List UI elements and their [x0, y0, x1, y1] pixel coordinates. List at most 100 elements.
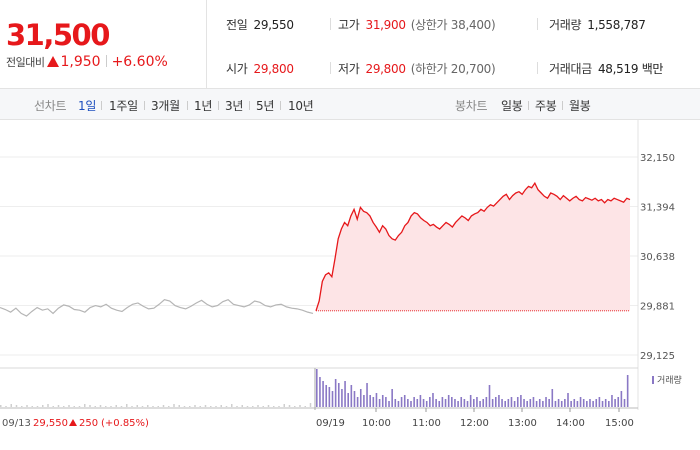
volume-bar	[120, 406, 123, 407]
volume-bar	[617, 397, 620, 407]
y-tick-label: 30,638	[640, 252, 675, 263]
candle-tab-monthly[interactable]: 월봉	[569, 99, 591, 113]
volume-bar	[582, 399, 585, 407]
candle-tab-daily[interactable]: 일봉	[501, 99, 523, 113]
volume-bar	[325, 385, 328, 407]
volume-bar	[457, 401, 459, 407]
volume-bar	[535, 401, 538, 407]
volume-bar	[554, 401, 557, 407]
period-tab-1d[interactable]: 1일	[78, 99, 97, 113]
volume-bar	[99, 405, 102, 407]
period-tab-3m[interactable]: 3개월	[151, 99, 180, 113]
volume-bar	[63, 406, 65, 407]
line-chart-label: 선차트	[34, 99, 67, 113]
divider	[330, 62, 331, 74]
volume-bar	[564, 399, 566, 407]
volume-bar	[598, 397, 601, 407]
volume-bar	[589, 399, 591, 407]
volume-bar	[273, 406, 275, 407]
period-tab-1y[interactable]: 1년	[194, 99, 213, 113]
volume-bar	[601, 401, 604, 407]
volume-bar	[363, 395, 365, 407]
volume-bar	[372, 397, 375, 407]
period-tab-10y[interactable]: 10년	[288, 99, 314, 113]
volume-bar	[162, 405, 165, 407]
volume-bar	[576, 401, 579, 407]
volume-bar	[84, 404, 86, 407]
x-tick-label: 11:00	[412, 418, 441, 429]
divider	[528, 101, 529, 110]
volume-bar	[366, 383, 368, 407]
y-axis-ticks: 32,150 31,394 30,638 29,881 29,125	[640, 153, 675, 362]
volume-bar	[299, 405, 301, 407]
volume-bar	[157, 406, 159, 407]
volume-bar	[178, 405, 180, 407]
period-tab-3y[interactable]: 3년	[225, 99, 244, 113]
high-price: 고가 31,900 (상한가 38,400)	[338, 16, 496, 33]
volume-bar	[115, 405, 117, 407]
volume-bar	[5, 406, 7, 407]
open-value: 29,800	[253, 62, 294, 76]
volume-bar	[611, 395, 613, 407]
y-tick-label: 31,394	[640, 203, 675, 214]
volume-bar	[491, 399, 494, 407]
volume-bar	[57, 405, 60, 407]
volume-bar	[385, 397, 387, 407]
change-value: 1,950	[60, 54, 101, 70]
divider	[280, 101, 281, 110]
volume-bar	[425, 401, 428, 407]
volume-bar	[189, 406, 191, 407]
x-tick-label: 09/19	[316, 418, 345, 429]
volume-bar	[94, 406, 96, 407]
volume-bar	[545, 397, 547, 407]
volume-bar	[331, 391, 334, 407]
amount-unit: 백만	[641, 62, 664, 76]
volume-bar	[526, 401, 528, 407]
divider	[105, 55, 107, 67]
volume-bar	[523, 399, 525, 407]
volume-bar	[608, 401, 610, 407]
volume-bar	[520, 395, 522, 407]
volume-bar	[278, 406, 280, 407]
volume-bar	[220, 405, 222, 407]
volume-bar	[466, 401, 469, 407]
volume-bar	[463, 399, 466, 407]
volume-bar	[152, 406, 154, 407]
volume-bar	[454, 399, 456, 407]
volume-bar	[31, 406, 33, 407]
open-label: 시가	[226, 62, 248, 76]
prev-close: 전일 29,550	[226, 16, 294, 33]
volume-bar	[460, 397, 463, 407]
volume-bar	[438, 401, 441, 407]
volume-bar	[347, 393, 349, 407]
volume-bar	[586, 401, 588, 407]
volume-bar	[604, 399, 607, 407]
divider	[537, 62, 538, 74]
change-percent: +6.60%	[111, 54, 168, 70]
volume-bar	[47, 404, 49, 407]
volume-bar	[482, 399, 485, 407]
volume-bar	[538, 399, 541, 407]
period-tab-1w[interactable]: 1주일	[109, 99, 138, 113]
upper-limit: (상한가 38,400)	[410, 18, 496, 32]
prev-close-value: 29,550	[253, 18, 294, 32]
volume-bar	[394, 399, 397, 407]
volume-bar	[210, 406, 212, 407]
period-tab-5y[interactable]: 5년	[256, 99, 275, 113]
volume-bar	[73, 406, 75, 407]
divider	[218, 101, 219, 110]
amount-label: 거래대금	[549, 62, 592, 76]
low-label: 저가	[338, 62, 360, 76]
volume-bar	[26, 405, 28, 407]
volume-bar	[413, 397, 415, 407]
volume-bar	[322, 381, 324, 407]
volume-bar	[262, 406, 264, 407]
volume-legend: 거래량	[652, 374, 682, 386]
divider	[249, 101, 250, 110]
volume-bar	[510, 397, 513, 407]
y-tick-label: 29,881	[640, 302, 675, 313]
volume-bar	[341, 389, 343, 407]
volume-bar	[344, 381, 346, 407]
up-triangle-icon	[69, 419, 77, 426]
candle-tab-weekly[interactable]: 주봉	[535, 99, 557, 113]
